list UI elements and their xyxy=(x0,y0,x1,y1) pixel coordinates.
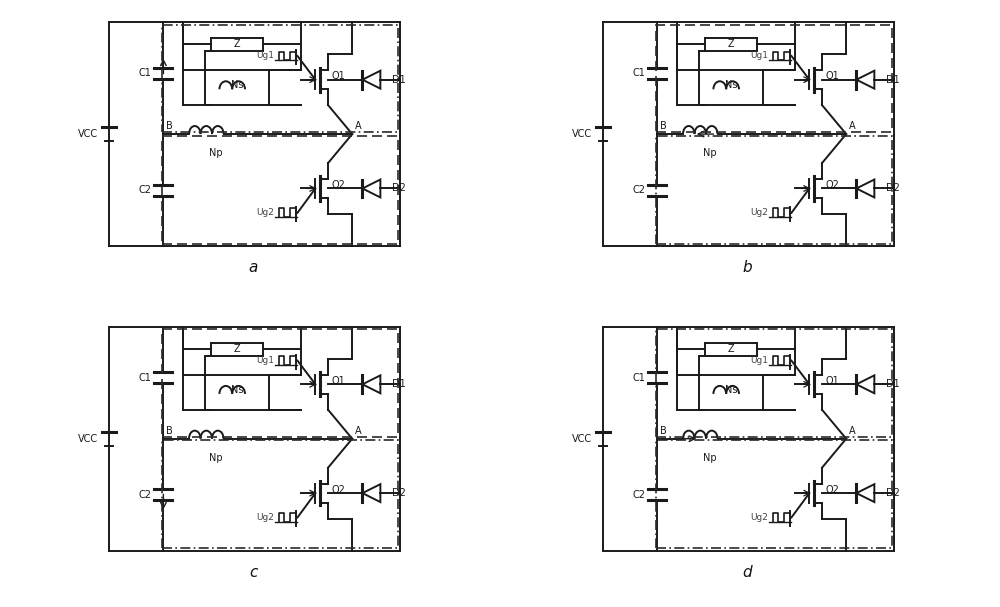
Text: A: A xyxy=(849,426,855,435)
Text: C2: C2 xyxy=(632,490,645,500)
Text: Ug2: Ug2 xyxy=(750,513,768,522)
Text: d: d xyxy=(742,565,752,580)
Text: VCC: VCC xyxy=(572,129,592,139)
Text: Ug1: Ug1 xyxy=(256,52,274,61)
Text: Z: Z xyxy=(728,39,734,50)
Text: A: A xyxy=(355,426,361,435)
Text: Q1: Q1 xyxy=(331,72,345,81)
Text: VCC: VCC xyxy=(572,434,592,444)
Text: A: A xyxy=(849,121,855,131)
Text: Np: Np xyxy=(209,149,223,158)
Text: Np: Np xyxy=(703,453,717,463)
Text: Np: Np xyxy=(209,453,223,463)
Text: Ug2: Ug2 xyxy=(256,208,274,217)
Text: B: B xyxy=(166,426,173,435)
Text: C2: C2 xyxy=(138,490,151,500)
Text: B: B xyxy=(660,426,667,435)
Text: D1: D1 xyxy=(886,75,900,84)
Text: Ug1: Ug1 xyxy=(750,356,768,365)
Text: Q2: Q2 xyxy=(825,180,839,190)
Bar xyxy=(656,329,892,437)
Bar xyxy=(656,136,892,243)
Text: Ns: Ns xyxy=(231,385,243,395)
Text: C1: C1 xyxy=(138,373,151,383)
Text: D2: D2 xyxy=(886,488,900,498)
Text: a: a xyxy=(248,260,258,275)
Text: Q1: Q1 xyxy=(825,376,839,386)
Text: D1: D1 xyxy=(886,379,900,389)
Bar xyxy=(162,329,398,437)
Text: C2: C2 xyxy=(138,185,151,195)
Text: Ug2: Ug2 xyxy=(750,208,768,217)
Bar xyxy=(162,25,398,132)
Text: Ns: Ns xyxy=(725,385,737,395)
Text: Ug2: Ug2 xyxy=(256,513,274,522)
Text: D1: D1 xyxy=(392,75,406,84)
Text: C2: C2 xyxy=(632,185,645,195)
Text: VCC: VCC xyxy=(78,129,98,139)
Bar xyxy=(162,440,398,548)
Text: C1: C1 xyxy=(632,68,645,78)
Bar xyxy=(162,136,398,243)
Text: c: c xyxy=(249,565,257,580)
Text: Np: Np xyxy=(703,149,717,158)
Text: Z: Z xyxy=(234,344,240,354)
Text: Q2: Q2 xyxy=(331,485,345,495)
Text: Q1: Q1 xyxy=(331,376,345,386)
Text: A: A xyxy=(355,121,361,131)
Bar xyxy=(656,25,892,132)
Bar xyxy=(656,440,892,548)
Text: Q2: Q2 xyxy=(825,485,839,495)
Text: Q2: Q2 xyxy=(331,180,345,190)
Text: D2: D2 xyxy=(392,183,406,194)
Text: Z: Z xyxy=(234,39,240,50)
Text: D2: D2 xyxy=(392,488,406,498)
Text: B: B xyxy=(660,121,667,131)
Text: Z: Z xyxy=(728,344,734,354)
Text: D2: D2 xyxy=(886,183,900,194)
Text: Q1: Q1 xyxy=(825,72,839,81)
Text: VCC: VCC xyxy=(78,434,98,444)
Text: C1: C1 xyxy=(632,373,645,383)
Text: Ns: Ns xyxy=(231,80,243,90)
Text: Ug1: Ug1 xyxy=(750,52,768,61)
Text: Ns: Ns xyxy=(725,80,737,90)
Text: b: b xyxy=(742,260,752,275)
Text: C1: C1 xyxy=(138,68,151,78)
Text: D1: D1 xyxy=(392,379,406,389)
Text: B: B xyxy=(166,121,173,131)
Text: Ug1: Ug1 xyxy=(256,356,274,365)
